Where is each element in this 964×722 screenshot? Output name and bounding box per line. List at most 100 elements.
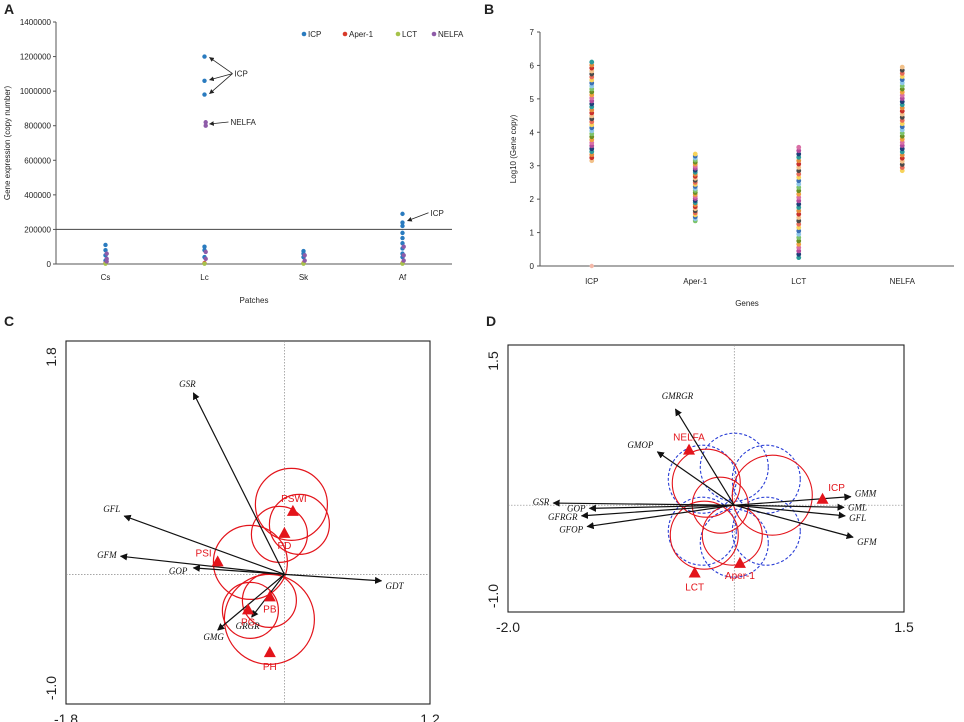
legend-label-aper-1: Aper-1: [349, 30, 374, 39]
plot-frame: [507, 344, 905, 613]
data-point-lct: [796, 151, 802, 157]
data-point-nelfa: [203, 256, 208, 262]
data-point-lct: [796, 228, 802, 234]
data-point-lct: [796, 208, 802, 214]
site-ring: [671, 448, 741, 518]
vector-label-gmop: GMOP: [627, 440, 653, 450]
outlier-point-icp: [589, 263, 594, 269]
y-axis-title: Log10 (Gene copy): [509, 114, 518, 183]
y-tick-label: 1: [530, 229, 535, 238]
y-tick-label: 1200000: [20, 53, 52, 62]
dashed-ring: [731, 444, 801, 514]
data-point-lct: [796, 201, 802, 207]
annotation-arrow: [209, 121, 229, 126]
panel-letter-d: D: [486, 313, 496, 329]
data-point-icp: [400, 211, 405, 217]
vector-gsr: [192, 392, 285, 575]
y-tick-label: 1400000: [20, 18, 52, 27]
dashed-ring: [667, 496, 737, 566]
vector-gmop: [656, 451, 735, 506]
data-point-lct: [796, 211, 802, 217]
site-marker-ph: [263, 646, 276, 658]
data-point-nelfa: [302, 253, 307, 258]
data-point-lct: [796, 198, 802, 204]
annotation-label: ICP: [431, 209, 444, 218]
vector-gmm: [734, 493, 852, 506]
vector-label-gsr: GSR: [179, 379, 196, 389]
data-point-lct: [796, 185, 802, 190]
vector-gdt: [284, 573, 383, 584]
x-max-label: 1.2: [420, 711, 440, 722]
site-ring: [223, 573, 315, 665]
legend-marker-aper-1: [342, 31, 348, 37]
dashed-ring: [667, 444, 737, 514]
data-point-nelfa: [104, 259, 109, 264]
site-label-lct: LCT: [685, 582, 704, 593]
data-point-icp: [400, 230, 405, 236]
data-point-lct: [796, 251, 802, 257]
y-tick-label: 0: [47, 260, 52, 269]
site-ring: [250, 505, 308, 563]
panel-letter-a: A: [4, 1, 14, 17]
site-label-psi: PSI: [196, 548, 212, 559]
vector-label-grgr: GRGR: [236, 621, 260, 631]
site-label-aper-1: Aper-1: [725, 571, 755, 582]
data-point-lct: [202, 261, 207, 266]
site-label-pd: PD: [277, 541, 291, 552]
y-tick-label: 3: [530, 162, 535, 171]
x-tick-label: Af: [399, 273, 407, 282]
data-point-nelfa: [104, 251, 109, 256]
data-point-aper-1: [692, 151, 698, 157]
legend-label-icp: ICP: [308, 30, 321, 39]
y-tick-label: 400000: [24, 191, 51, 200]
y-tick-label: 800000: [24, 122, 51, 131]
vector-label-gdt: GDT: [385, 581, 404, 591]
annotation-arrow: [407, 212, 429, 222]
annotation-label: NELFA: [231, 118, 257, 127]
panel-letter-b: B: [484, 1, 494, 17]
data-point-lct: [796, 218, 802, 224]
y-min-label: -1.0: [485, 584, 501, 608]
site-ring: [212, 524, 288, 600]
y-tick-label: 0: [530, 262, 535, 271]
legend-label-nelfa: NELFA: [438, 30, 464, 39]
y-tick-label: 5: [530, 95, 535, 104]
vector-gfm: [119, 553, 285, 575]
chart-a: 0 200000 400000 600000 800000 1000000 1200000 1…: [3, 18, 464, 305]
vector-gfop: [586, 504, 735, 530]
vector-gml: [734, 503, 845, 511]
vector-gfl: [123, 514, 285, 575]
data-point-lct: [796, 195, 802, 200]
data-point-icp: [400, 223, 405, 229]
vector-label-gfrgr: GFRGR: [548, 512, 578, 522]
x-axis-title: Genes: [735, 299, 759, 308]
x-min-label: -1.8: [54, 711, 78, 722]
site-label-pc: PC: [241, 617, 255, 628]
vector-gfm: [734, 504, 854, 540]
data-point-lct: [796, 241, 802, 247]
data-point-nelfa: [203, 249, 208, 255]
site-ring: [669, 500, 739, 570]
data-point-lct: [796, 245, 802, 251]
x-min-label: -2.0: [496, 619, 520, 635]
site-ring: [221, 581, 279, 639]
site-marker-pb: [263, 590, 276, 602]
plot-frame: [65, 340, 431, 705]
site-label-pb: PB: [263, 604, 277, 615]
data-point-icp: [400, 241, 405, 246]
y-tick-label: 1000000: [20, 87, 52, 96]
vector-label-gfm: GFM: [97, 550, 117, 560]
data-point-icp: [400, 220, 405, 225]
data-point-icp: [202, 54, 207, 59]
data-point-lct: [796, 231, 802, 237]
x-tick-label: ICP: [585, 277, 598, 286]
x-tick-label: Lc: [200, 273, 208, 282]
data-point-lct: [796, 161, 802, 167]
site-label-nelfa: NELFA: [673, 433, 705, 444]
chart-b: 0 1 2 3 4 5 6 7 ICP Aper-1 LCT NELFA Genes Log10 (Gen…: [509, 28, 954, 308]
vector-label-gmg: GMG: [203, 632, 224, 642]
x-tick-label: Cs: [101, 273, 111, 282]
vector-label-gop: GOP: [169, 566, 188, 576]
y-tick-label: 7: [530, 28, 535, 37]
